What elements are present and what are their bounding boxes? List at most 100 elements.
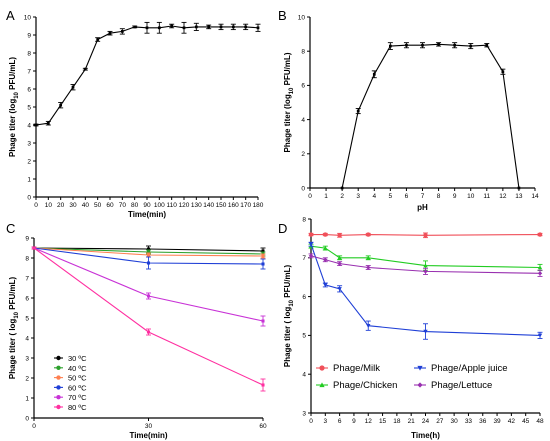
y-axis-label: Phage titer (log10 PFU/mL) [8,57,20,157]
x-tick-label: 40 [82,202,90,209]
y-tick-label: 6 [302,294,306,301]
series-2 [308,243,543,272]
series-1 [308,232,543,239]
data-point [537,333,543,338]
data-point [145,26,149,30]
data-point [469,44,473,48]
y-tick-label: 8 [302,216,306,223]
legend-label: Phage/Apple juice [431,363,508,374]
data-point [372,72,376,76]
x-tick-label: 5 [389,193,393,200]
data-point [207,25,211,29]
data-point [366,232,371,237]
data-point [308,242,314,247]
x-tick-label: 14 [531,193,539,200]
x-tick-label: 20 [57,202,65,209]
x-tick-label: 12 [365,418,373,425]
x-tick-label: 42 [508,418,516,425]
legend-label: 80 ºC [68,403,87,412]
panel-label-b: B [278,8,287,23]
x-tick-label: 9 [453,193,457,200]
x-tick-label: 45 [522,418,530,425]
data-point [388,44,392,48]
y-tick-label: 0 [27,194,31,201]
y-tick-label: 3 [27,140,31,147]
data-point [120,30,124,33]
data-point [323,245,328,250]
legend-marker [56,375,61,380]
x-tick-label: 48 [536,418,544,425]
data-point [108,31,112,35]
legend-label: Phage/Chicken [333,380,397,391]
y-axis-label: Phage titer (log10 PFU/mL) [283,52,295,152]
x-axis-label: Time(h) [411,431,440,440]
x-tick-label: 15 [379,418,387,425]
panel-label-d: D [278,221,287,236]
x-tick-label: 0 [308,193,312,200]
data-point [337,255,342,260]
data-point [405,43,408,47]
x-tick-label: 6 [405,193,409,200]
x-tick-label: 9 [352,418,356,425]
data-point [366,323,371,328]
data-point [453,43,457,47]
x-tick-label: 100 [154,202,165,209]
y-tick-label: 2 [25,375,29,382]
data-point [146,247,151,251]
data-point [308,232,314,237]
y-tick-label: 0 [301,185,305,192]
x-axis-label: Time(min) [129,431,167,440]
x-tick-label: 170 [240,202,251,209]
data-point [423,329,428,334]
x-tick-label: 18 [393,418,401,425]
x-tick-label: 30 [451,418,459,425]
series-1 [33,21,261,127]
series-line [35,25,259,126]
y-tick-label: 2 [301,151,305,158]
y-tick-label: 10 [24,14,32,21]
series-line [310,255,541,274]
x-tick-label: 6 [338,418,342,425]
x-tick-label: 7 [421,193,425,200]
legend-label: 70 ºC [68,393,87,402]
data-point [261,262,265,266]
data-point [59,103,63,107]
data-point [146,250,151,254]
data-point [366,255,371,260]
x-tick-label: 180 [253,202,264,209]
y-tick-label: 6 [25,295,29,302]
y-tick-label: 9 [27,32,31,39]
series-4 [31,246,266,270]
x-tick-label: 130 [191,202,202,209]
data-point [537,265,543,270]
y-tick-label: 5 [27,104,31,111]
x-tick-label: 0 [309,418,313,425]
series-6 [31,246,266,392]
data-point [182,26,186,30]
y-tick-label: 3 [25,355,29,362]
panel-label-a: A [6,8,15,23]
x-tick-label: 24 [422,418,430,425]
series-line [310,244,541,336]
y-tick-label: 2 [27,158,31,165]
data-point [32,246,36,250]
y-tick-label: 3 [302,410,306,417]
x-tick-label: 60 [259,423,267,430]
x-tick-label: 36 [479,418,487,425]
y-axis-label: Phage titer ( log10 PFU/mL) [8,277,20,380]
data-point [356,109,360,113]
x-tick-label: 50 [94,202,102,209]
data-point [337,233,342,238]
data-point [537,271,543,276]
data-point [146,330,151,334]
data-point [308,253,314,259]
data-point [421,43,424,47]
data-point [366,265,371,270]
legend-marker [56,365,61,370]
legend-label: 40 ºC [68,364,87,373]
data-point [537,232,543,237]
data-point [501,70,505,74]
y-tick-label: 4 [301,117,305,124]
x-axis-label: pH [417,203,428,212]
